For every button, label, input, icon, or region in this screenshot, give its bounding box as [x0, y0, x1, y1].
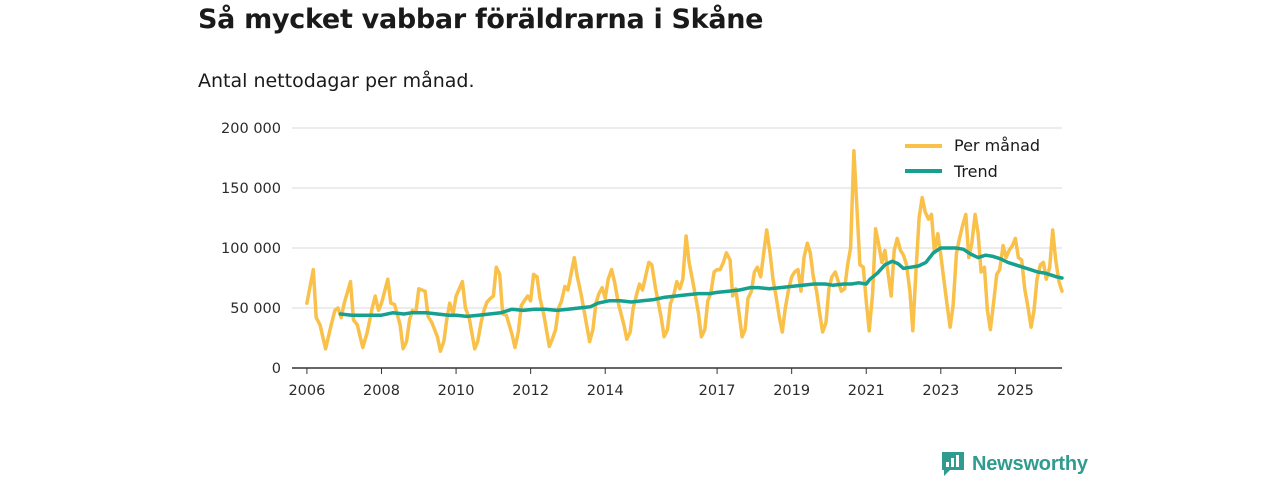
legend-background — [898, 130, 1060, 186]
series-line-trend — [338, 246, 1064, 319]
y-tick-label: 200 000 — [221, 121, 281, 137]
y-tick-label: 150 000 — [221, 181, 281, 197]
x-tick-label: 2012 — [512, 383, 549, 399]
newsworthy-logo-icon — [942, 452, 964, 476]
newsworthy-logo[interactable]: Newsworthy — [940, 450, 1088, 478]
newsworthy-brand-name: Newsworthy — [972, 452, 1088, 475]
gridlines — [292, 127, 1062, 369]
legend-label-trend: Trend — [953, 162, 998, 181]
x-axis-ticks: 2006 2008 2010 2012 2014 2017 2019 2021 2023 2025 — [288, 368, 1034, 399]
x-tick-label: 2006 — [288, 383, 325, 399]
x-tick-label: 2019 — [773, 383, 810, 399]
x-tick-label: 2021 — [848, 383, 885, 399]
x-tick-label: 2010 — [438, 383, 475, 399]
x-tick-label: 2017 — [699, 383, 736, 399]
y-tick-label: 0 — [272, 361, 281, 377]
x-tick-label: 2023 — [922, 383, 959, 399]
y-tick-label: 100 000 — [221, 241, 281, 257]
series-lines — [305, 149, 1064, 353]
chart-title: Så mycket vabbar föräldrarna i Skåne — [198, 4, 764, 35]
y-axis-ticks: 0 50 000 100 000 150 000 200 000 — [221, 121, 281, 377]
legend: Per månad Trend — [898, 130, 1060, 186]
x-tick-label: 2008 — [363, 383, 400, 399]
series-line-per-month — [305, 149, 1064, 353]
legend-label-per-month: Per månad — [954, 136, 1040, 155]
y-tick-label: 50 000 — [230, 301, 281, 317]
x-tick-label: 2014 — [587, 383, 624, 399]
x-tick-label: 2025 — [997, 383, 1034, 399]
chart-subtitle: Antal nettodagar per månad. — [198, 70, 475, 92]
